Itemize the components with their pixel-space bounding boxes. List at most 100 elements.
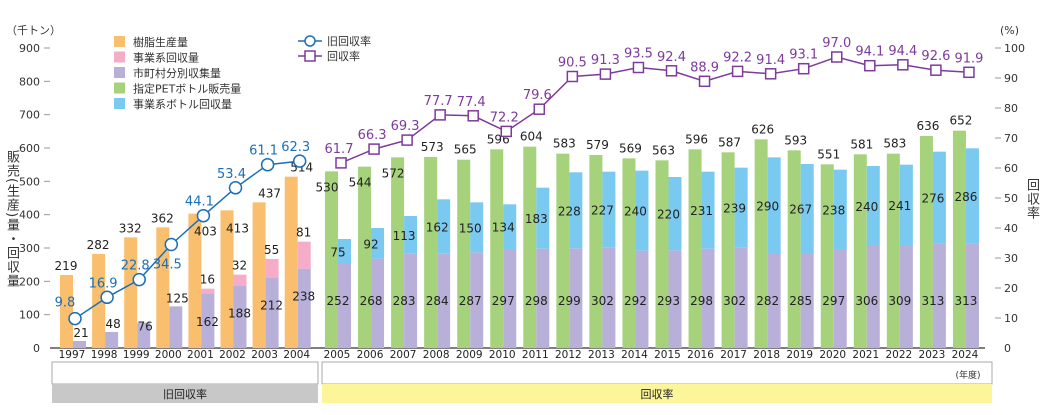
rate-marker bbox=[533, 103, 546, 115]
business-bottle-value-label: 240 bbox=[855, 200, 878, 214]
business-bottle-value-label: 134 bbox=[492, 221, 515, 235]
rate-marker bbox=[963, 66, 975, 79]
resin-value-label: 362 bbox=[151, 211, 174, 225]
rate-marker bbox=[632, 61, 645, 74]
legend-swatch-business-collect bbox=[114, 51, 125, 63]
resin-value-label: 219 bbox=[55, 259, 78, 273]
right-tick-label: 90 bbox=[1004, 72, 1018, 85]
legend-label-business-collect: 事業系回収量 bbox=[133, 52, 199, 65]
municipal-bar bbox=[899, 245, 913, 348]
year-label: 2016 bbox=[687, 349, 714, 361]
right-tick-label: 80 bbox=[1004, 102, 1018, 115]
right-tick-label: 10 bbox=[1004, 312, 1018, 325]
municipal-bar bbox=[233, 285, 247, 348]
rate-value-label: 61.7 bbox=[325, 142, 354, 157]
rate-marker bbox=[864, 59, 876, 72]
business-bottle-bar bbox=[536, 187, 550, 249]
business-bottle-bar bbox=[800, 164, 814, 253]
business-bottle-value-label: 228 bbox=[558, 204, 581, 218]
pet-sales-value-label: 581 bbox=[850, 137, 873, 151]
old-rate-marker bbox=[228, 181, 243, 195]
legend-old-rate-marker bbox=[304, 35, 316, 47]
year-label: 2005 bbox=[324, 349, 351, 361]
municipal-bar bbox=[470, 252, 484, 348]
pet-sales-value-label: 551 bbox=[817, 147, 840, 161]
municipal-bar bbox=[668, 250, 682, 348]
left-tick-label: 200 bbox=[19, 275, 40, 288]
left-axis-title: 販売(生産)量・回収量 bbox=[4, 150, 19, 289]
municipal-bar bbox=[437, 253, 451, 348]
right-axis-title: 回収率 bbox=[1024, 178, 1039, 220]
rate-marker bbox=[335, 157, 347, 169]
year-label: 2020 bbox=[819, 349, 846, 361]
rate-value-label: 94.4 bbox=[888, 44, 917, 59]
legend-label-pet-sales: 指定PETボトル販売量 bbox=[133, 82, 241, 96]
pet-sales-bar bbox=[622, 158, 636, 348]
rate-marker bbox=[467, 110, 479, 122]
municipal-value-label: 287 bbox=[459, 294, 482, 308]
rate-marker bbox=[368, 143, 380, 155]
year-label: 2022 bbox=[885, 349, 912, 361]
municipal-value-label: 48 bbox=[105, 317, 120, 331]
rate-value-label: 77.4 bbox=[457, 95, 486, 110]
year-label: 2000 bbox=[155, 349, 182, 361]
business-bottle-bar bbox=[404, 216, 418, 254]
old-rate-value-label: 44.1 bbox=[185, 195, 214, 210]
year-label: 2001 bbox=[187, 349, 214, 361]
municipal-value-label: 306 bbox=[855, 294, 878, 308]
business-collect-bar bbox=[233, 274, 247, 286]
municipal-value-label: 284 bbox=[426, 294, 449, 308]
business-bottle-bar bbox=[899, 164, 913, 245]
municipal-bar bbox=[734, 247, 748, 348]
municipal-value-label: 238 bbox=[292, 290, 315, 304]
municipal-value-label: 188 bbox=[228, 306, 251, 320]
rate-value-label: 92.2 bbox=[723, 50, 752, 65]
business-bottle-value-label: 267 bbox=[789, 203, 812, 217]
resin-bar bbox=[124, 237, 138, 348]
rate-marker bbox=[599, 68, 612, 80]
municipal-bar bbox=[201, 294, 215, 348]
rate-value-label: 91.3 bbox=[591, 53, 620, 68]
rate-marker bbox=[566, 70, 579, 83]
rate-value-label: 93.1 bbox=[789, 48, 818, 63]
year-label: 2006 bbox=[357, 349, 384, 361]
business-bottle-value-label: 238 bbox=[822, 203, 845, 217]
resin-value-label: 282 bbox=[87, 238, 110, 252]
pet-sales-value-label: 569 bbox=[619, 141, 642, 155]
rate-value-label: 66.3 bbox=[358, 128, 387, 143]
right-tick-label: 20 bbox=[1004, 282, 1018, 295]
municipal-bar bbox=[602, 247, 616, 348]
pet-sales-value-label: 565 bbox=[454, 143, 477, 157]
municipal-bar bbox=[635, 250, 649, 348]
business-bottle-bar bbox=[734, 167, 748, 248]
rate-marker bbox=[500, 125, 512, 138]
rate-marker bbox=[401, 134, 413, 146]
municipal-bar bbox=[73, 341, 86, 348]
municipal-value-label: 21 bbox=[73, 326, 88, 340]
municipal-value-label: 212 bbox=[260, 298, 283, 312]
rate-value-label: 92.6 bbox=[921, 49, 950, 64]
resin-bar bbox=[188, 213, 202, 348]
business-bottle-bar bbox=[833, 169, 847, 249]
right-axis-unit: (%) bbox=[1000, 24, 1019, 37]
business-collect-bar bbox=[297, 241, 311, 269]
municipal-value-label: 297 bbox=[822, 294, 845, 308]
municipal-bar bbox=[137, 322, 151, 348]
business-bottle-bar bbox=[668, 177, 682, 251]
pet-sales-value-label: 587 bbox=[718, 135, 741, 149]
pet-sales-bar bbox=[655, 160, 669, 348]
left-tick-label: 700 bbox=[19, 109, 40, 122]
pet-sales-value-label: 579 bbox=[586, 138, 609, 152]
old-rate-value-label: 16.9 bbox=[89, 276, 118, 291]
municipal-value-label: 309 bbox=[888, 294, 911, 308]
year-label: 2024 bbox=[952, 349, 979, 361]
pet-sales-bar bbox=[787, 150, 801, 348]
municipal-value-label: 298 bbox=[690, 294, 713, 308]
pet-sales-value-label: 652 bbox=[949, 114, 972, 128]
pet-sales-bar bbox=[457, 159, 471, 348]
rate-value-label: 91.4 bbox=[756, 53, 785, 68]
legend-label-business-bottle: 事業系ボトル回収量 bbox=[133, 98, 232, 111]
year-label: 2019 bbox=[786, 349, 813, 361]
resin-value-label: 413 bbox=[226, 221, 249, 235]
year-label: 2014 bbox=[621, 349, 648, 361]
